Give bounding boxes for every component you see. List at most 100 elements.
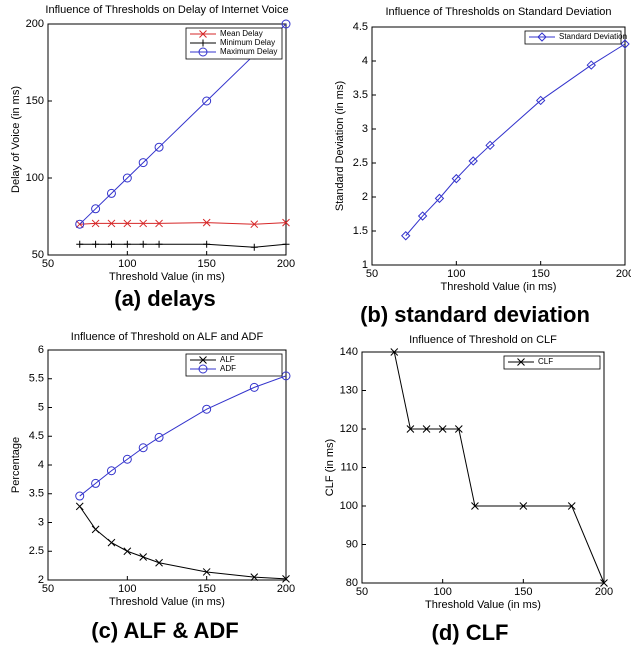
marker	[91, 219, 100, 228]
caption: (a) delays	[114, 286, 216, 311]
marker	[250, 573, 259, 581]
legend-marker	[517, 358, 525, 366]
plot-frame	[361, 351, 605, 584]
plot-frame	[371, 26, 626, 266]
marker	[91, 204, 101, 214]
y-tick-label: 200	[26, 18, 44, 30]
marker	[139, 219, 148, 228]
marker	[139, 553, 148, 561]
y-tick-label: 4	[38, 459, 44, 471]
marker	[282, 240, 290, 248]
marker	[471, 502, 479, 510]
marker	[75, 502, 84, 511]
legend-label: ALF	[220, 355, 235, 364]
y-axis-label: Standard Deviation (in ms)	[334, 81, 346, 211]
x-axis-label: Threshold Value (in ms)	[425, 599, 541, 611]
marker	[123, 219, 132, 228]
y-tick-label: 110	[340, 461, 358, 473]
x-tick-label: 150	[197, 258, 215, 270]
series-line	[79, 23, 287, 225]
y-tick-label: 1.5	[353, 225, 368, 237]
marker	[139, 240, 147, 248]
caption: (c) ALF & ADF	[91, 618, 238, 643]
legend-marker	[198, 364, 208, 374]
legend-label: Minimum Delay	[220, 38, 275, 47]
x-axis-label: Threshold Value (in ms)	[109, 271, 225, 283]
marker	[76, 240, 84, 248]
marker	[417, 211, 428, 221]
marker	[138, 443, 148, 453]
x-tick-label: 200	[616, 268, 631, 280]
y-tick-label: 4.5	[29, 430, 44, 442]
marker	[202, 218, 211, 227]
y-tick-label: 6	[38, 344, 44, 356]
x-tick-label: 100	[433, 586, 451, 598]
marker	[485, 140, 495, 151]
marker	[202, 568, 211, 576]
marker	[154, 432, 164, 442]
marker	[154, 142, 164, 152]
marker	[282, 574, 290, 583]
y-tick-label: 100	[26, 172, 44, 184]
marker	[155, 240, 163, 248]
y-tick-label: 90	[346, 538, 358, 550]
legend: Standard Deviation	[524, 30, 627, 45]
y-tick-label: 2.5	[353, 157, 368, 169]
legend-marker	[199, 39, 207, 47]
marker	[155, 558, 163, 567]
series-line	[405, 43, 626, 237]
marker	[620, 39, 630, 49]
marker	[401, 231, 411, 241]
marker	[282, 218, 290, 227]
marker	[454, 425, 463, 433]
marker	[107, 240, 115, 248]
marker	[250, 243, 258, 251]
legend: CLF	[503, 355, 601, 370]
legend-label: Maximum Delay	[220, 47, 277, 56]
y-tick-label: 80	[346, 577, 358, 589]
y-tick-label: 140	[340, 346, 358, 358]
chart-title: Influence of Thresholds on Standard Devi…	[385, 6, 611, 18]
x-tick-label: 150	[514, 586, 532, 598]
x-tick-label: 200	[595, 586, 613, 598]
marker	[122, 173, 132, 183]
y-axis-label: Percentage	[10, 437, 22, 493]
marker	[203, 240, 211, 248]
x-tick-label: 150	[531, 268, 549, 280]
marker	[519, 502, 528, 510]
marker	[122, 454, 132, 464]
marker	[586, 60, 596, 70]
marker	[75, 219, 85, 229]
marker	[155, 219, 163, 228]
marker	[281, 19, 291, 29]
x-tick-label: 50	[42, 258, 54, 270]
y-tick-label: 100	[340, 500, 358, 512]
marker	[406, 425, 415, 433]
y-tick-label: 3	[362, 123, 368, 135]
y-tick-label: 130	[340, 384, 358, 396]
y-tick-label: 2	[38, 574, 44, 586]
y-tick-label: 50	[32, 249, 44, 261]
y-tick-label: 1	[362, 259, 368, 271]
marker	[91, 478, 101, 488]
marker	[567, 502, 576, 510]
marker	[106, 188, 116, 198]
caption: (b) standard deviation	[360, 302, 590, 327]
marker	[202, 404, 212, 414]
x-tick-label: 200	[277, 583, 295, 595]
x-tick-label: 100	[118, 258, 136, 270]
x-tick-label: 50	[356, 586, 368, 598]
legend-box	[524, 30, 622, 45]
marker	[123, 240, 131, 248]
caption: (d) CLF	[432, 620, 509, 645]
legend-marker	[198, 47, 208, 57]
marker	[202, 96, 212, 106]
x-tick-label: 200	[277, 258, 295, 270]
subplot: Influence of Thresholds on Delay of Inte…	[10, 4, 295, 311]
marker	[123, 547, 132, 556]
y-tick-label: 3.5	[29, 488, 44, 500]
marker	[468, 156, 478, 166]
subplot: Influence of Thresholds on Standard Devi…	[334, 6, 631, 327]
